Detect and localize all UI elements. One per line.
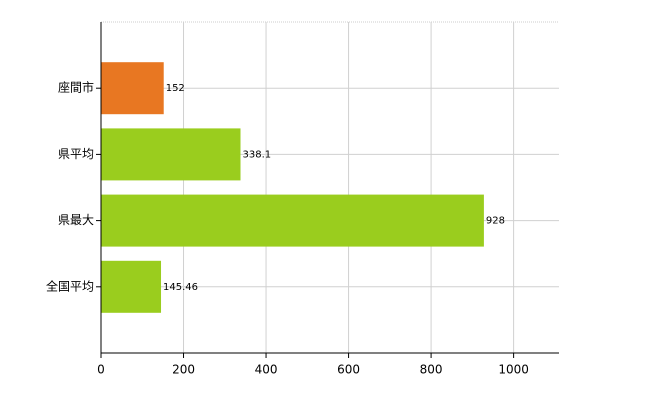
x-tick-label: 200 (172, 363, 195, 377)
bar (101, 260, 162, 313)
value-label: 928 (486, 216, 505, 227)
value-label: 152 (166, 83, 185, 94)
x-tick-label: 600 (337, 363, 360, 377)
y-tick-label: 県最大 (58, 213, 94, 227)
bar (101, 62, 164, 115)
value-label: 145.46 (163, 282, 198, 293)
x-tick-label: 1000 (498, 363, 529, 377)
value-label: 338.1 (243, 149, 272, 160)
bar (101, 128, 241, 181)
x-tick-label: 800 (420, 363, 443, 377)
bar (101, 194, 484, 247)
x-tick-label: 0 (97, 363, 105, 377)
y-tick-label: 全国平均 (46, 278, 94, 293)
y-tick-label: 県平均 (58, 147, 94, 161)
y-tick-label: 座間市 (58, 80, 94, 95)
x-tick-label: 400 (255, 363, 278, 377)
